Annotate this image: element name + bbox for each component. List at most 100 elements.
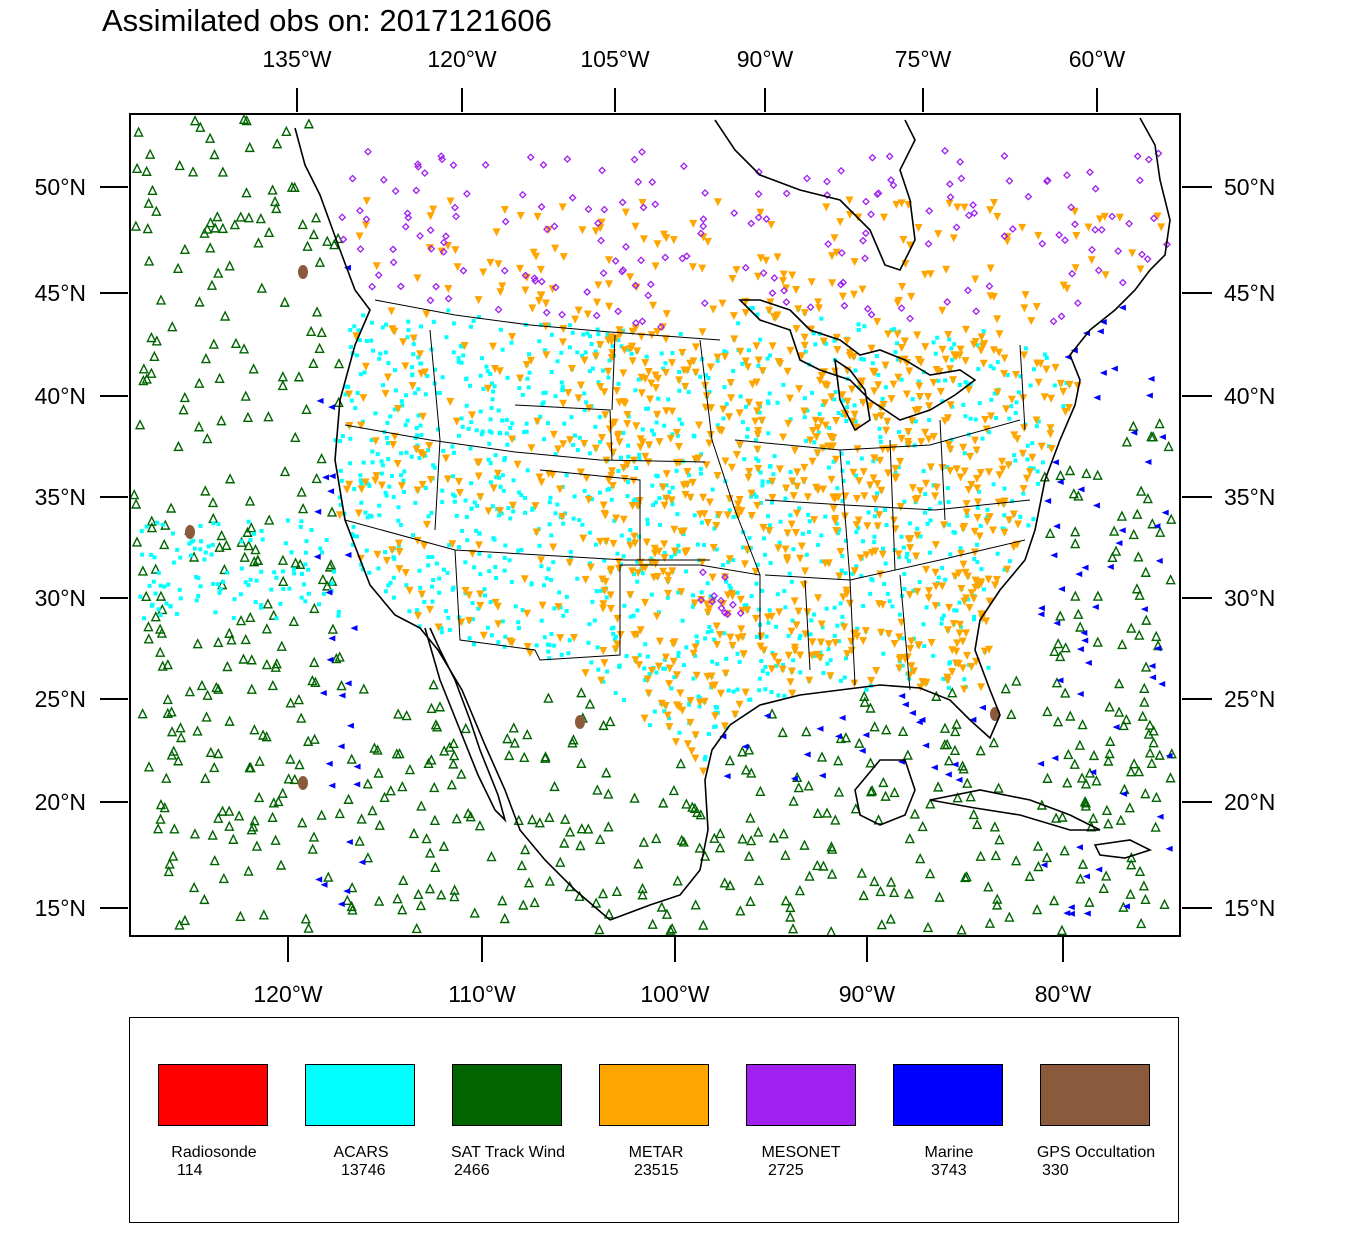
observation-marker xyxy=(487,569,492,574)
observation-marker xyxy=(235,614,247,626)
observation-marker xyxy=(774,624,779,629)
observation-marker xyxy=(530,274,539,283)
observation-marker xyxy=(390,432,399,441)
observation-marker xyxy=(640,714,649,723)
observation-marker xyxy=(902,587,907,592)
observation-marker xyxy=(356,245,365,253)
observation-marker xyxy=(720,352,729,361)
observation-marker xyxy=(791,528,800,537)
observation-marker xyxy=(389,473,394,478)
observation-marker xyxy=(524,421,529,426)
observation-marker xyxy=(441,567,446,572)
observation-marker xyxy=(824,442,833,451)
observation-marker xyxy=(413,391,418,396)
observation-marker xyxy=(630,532,639,541)
observation-marker xyxy=(670,525,679,534)
observation-marker xyxy=(597,676,606,685)
observation-marker xyxy=(895,664,904,673)
observation-marker xyxy=(1003,237,1012,246)
observation-marker xyxy=(1156,813,1164,820)
observation-marker xyxy=(632,630,641,639)
observation-marker xyxy=(372,472,381,481)
observation-marker xyxy=(454,477,463,486)
observation-marker xyxy=(874,491,879,496)
observation-marker xyxy=(133,126,144,137)
observation-marker xyxy=(931,602,940,611)
observation-marker xyxy=(950,404,955,409)
observation-marker xyxy=(603,788,614,799)
observation-marker xyxy=(375,452,380,457)
observation-marker xyxy=(959,560,968,569)
observation-marker xyxy=(418,412,427,421)
observation-marker xyxy=(962,594,971,603)
observation-marker xyxy=(778,665,787,674)
observation-marker xyxy=(171,560,176,565)
observation-marker xyxy=(958,546,963,551)
observation-marker xyxy=(940,521,949,530)
observation-marker xyxy=(414,426,419,431)
observation-marker xyxy=(230,337,242,349)
observation-marker xyxy=(907,662,916,671)
observation-marker xyxy=(989,346,998,355)
right-lat-label: 25°N xyxy=(1224,686,1276,712)
observation-marker xyxy=(708,573,717,582)
observation-marker xyxy=(624,654,629,659)
observation-marker xyxy=(451,585,456,590)
observation-marker xyxy=(612,637,617,642)
observation-marker xyxy=(895,633,904,642)
observation-marker xyxy=(162,693,173,705)
left-lat-label: 20°N xyxy=(34,789,86,815)
top-lon-label: 105°W xyxy=(580,46,650,72)
observation-marker xyxy=(515,264,524,273)
observation-marker xyxy=(587,530,592,535)
observation-marker xyxy=(379,459,384,464)
observation-marker xyxy=(811,612,816,617)
observation-marker xyxy=(675,433,680,438)
observation-marker xyxy=(605,302,614,311)
observation-marker xyxy=(1086,168,1094,177)
observation-marker xyxy=(816,638,825,647)
observation-marker xyxy=(719,733,727,740)
gps-occultation-marker xyxy=(298,265,308,279)
observation-marker xyxy=(1034,378,1043,387)
observation-marker xyxy=(358,473,363,478)
observation-marker xyxy=(488,417,493,422)
observation-marker xyxy=(519,493,524,498)
observation-marker xyxy=(936,575,941,580)
observation-marker xyxy=(981,329,986,334)
observation-marker xyxy=(1135,176,1144,185)
observation-marker xyxy=(546,421,551,426)
observation-marker xyxy=(984,917,996,928)
observation-marker xyxy=(481,386,486,391)
observation-marker xyxy=(1080,778,1092,789)
observation-marker xyxy=(957,585,966,594)
observation-marker xyxy=(303,922,314,933)
observation-marker xyxy=(269,587,274,592)
observation-marker xyxy=(841,398,846,403)
observation-marker xyxy=(823,191,832,200)
observation-marker xyxy=(800,463,809,472)
observation-marker xyxy=(823,381,832,390)
observation-marker xyxy=(1125,766,1137,777)
observation-marker xyxy=(724,350,729,355)
observation-marker xyxy=(476,493,485,502)
observation-marker xyxy=(661,908,673,919)
observation-marker xyxy=(741,743,749,750)
observation-marker xyxy=(697,229,705,238)
observation-marker xyxy=(723,610,732,619)
observation-marker xyxy=(397,904,408,915)
observation-marker xyxy=(393,459,402,468)
observation-marker xyxy=(493,469,502,478)
observation-marker xyxy=(906,544,915,553)
observation-marker xyxy=(835,623,840,628)
observation-marker xyxy=(494,576,499,581)
observation-marker xyxy=(498,484,503,489)
observation-marker xyxy=(1083,910,1091,917)
observation-marker xyxy=(539,618,544,623)
observation-marker xyxy=(871,459,876,464)
observation-marker xyxy=(878,550,887,559)
observation-marker xyxy=(952,608,957,613)
observation-marker xyxy=(621,208,630,217)
observation-marker xyxy=(131,162,143,174)
observation-marker xyxy=(653,573,662,582)
